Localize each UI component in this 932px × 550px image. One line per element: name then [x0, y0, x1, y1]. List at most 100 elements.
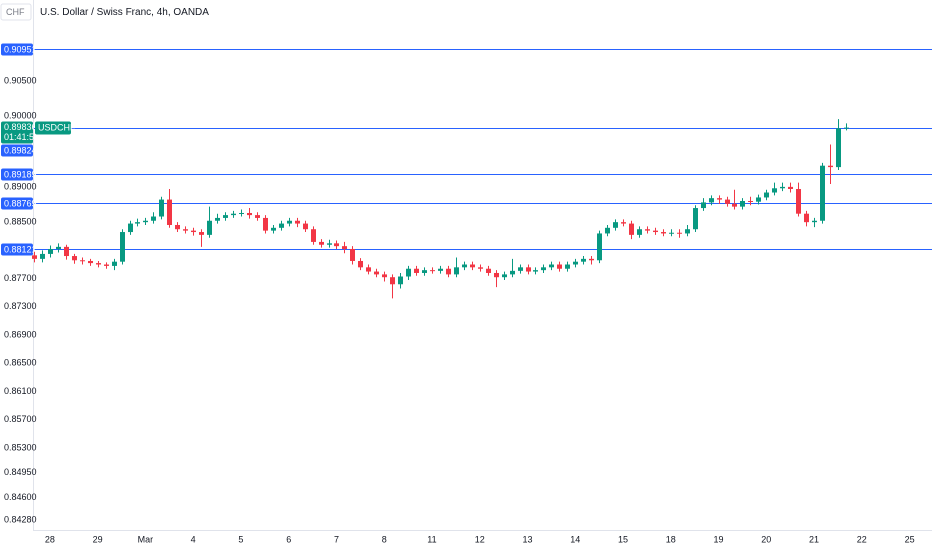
candle-body	[740, 200, 745, 207]
candle-body	[175, 224, 180, 230]
x-tick-label: 22	[857, 534, 867, 544]
candle-body	[271, 227, 276, 231]
candle-body	[295, 220, 300, 224]
candle-body	[159, 199, 164, 217]
candle-body	[128, 223, 133, 233]
symbol-label-bg	[35, 121, 71, 135]
candle-body	[621, 222, 626, 224]
candle-body	[255, 215, 260, 218]
candle-body	[725, 199, 730, 204]
candle-body	[311, 229, 316, 242]
candle-body	[844, 127, 849, 129]
candle-body	[374, 271, 379, 275]
candle-body	[589, 258, 594, 261]
x-tick-label: 20	[761, 534, 771, 544]
symbol-label: USDCHF	[38, 122, 76, 132]
candle-body	[342, 246, 347, 249]
hline-label-bg	[1, 243, 33, 256]
candle-body	[398, 276, 403, 285]
hline-label-bg	[1, 197, 33, 210]
y-tick-label: 0.90500	[4, 75, 37, 85]
candle-body	[669, 232, 674, 234]
currency: CHF	[6, 7, 25, 17]
candle-body	[549, 264, 554, 268]
candle-body	[104, 264, 109, 266]
x-tick-label: 6	[286, 534, 291, 544]
candle-body	[772, 188, 777, 193]
candle-body	[533, 270, 538, 272]
candle-body	[135, 222, 140, 224]
candle-body	[438, 268, 443, 271]
candle-body	[685, 229, 690, 234]
candle-body	[573, 261, 578, 265]
hline-label-bg	[1, 168, 33, 181]
candle-body	[701, 202, 706, 209]
candle-body	[366, 267, 371, 272]
candle-body	[327, 243, 332, 245]
candle-body	[780, 186, 785, 189]
candle-body	[279, 223, 284, 228]
candle-body	[390, 277, 395, 285]
candle-body	[645, 229, 650, 231]
y-tick-label: 0.85700	[4, 414, 37, 424]
candle-body	[48, 248, 53, 254]
candle-body	[748, 200, 753, 202]
hline-label-bg	[1, 43, 33, 56]
candle-body	[143, 220, 148, 223]
countdown: 01:41:58	[4, 132, 39, 142]
y-tick-label: 0.85300	[4, 442, 37, 452]
x-tick-label: 21	[809, 534, 819, 544]
candle-body	[263, 217, 268, 231]
candle-body	[446, 268, 451, 275]
y-tick-label: 0.89000	[4, 181, 37, 191]
candle-body	[653, 230, 658, 233]
x-tick-label: 7	[334, 534, 339, 544]
candle-body	[191, 230, 196, 233]
candle-body	[518, 267, 523, 271]
candle-body	[526, 267, 531, 272]
candle-body	[96, 263, 101, 265]
candle-body	[557, 264, 562, 269]
candle-body	[287, 220, 292, 224]
candle-body	[788, 186, 793, 189]
candle-body	[88, 260, 93, 264]
x-tick-label: 5	[238, 534, 243, 544]
candle-body	[581, 258, 586, 262]
candle-body	[486, 268, 491, 273]
x-tick-label: 25	[905, 534, 915, 544]
candle-body	[247, 212, 252, 216]
x-tick-label: 13	[522, 534, 532, 544]
candle-body	[422, 270, 427, 273]
candle-body	[430, 270, 435, 272]
candle-body	[717, 198, 722, 200]
x-tick-label: 8	[382, 534, 387, 544]
x-tick-label: 15	[618, 534, 628, 544]
candle-body	[215, 217, 220, 221]
candle-body	[828, 165, 833, 168]
y-tick-label: 0.87700	[4, 273, 37, 283]
candle-body	[693, 208, 698, 230]
candle-body	[72, 256, 77, 261]
candle-body	[120, 232, 125, 262]
x-tick-label: Mar	[138, 534, 154, 544]
candle-body	[207, 220, 212, 235]
x-tick-label: 18	[666, 534, 676, 544]
candle-body	[637, 229, 642, 235]
candle-body	[167, 199, 172, 225]
y-tick-label: 0.86500	[4, 358, 37, 368]
candle-body	[80, 260, 85, 262]
y-tick-label: 0.86900	[4, 329, 37, 339]
candle-body	[661, 232, 666, 234]
currency-box[interactable]	[0, 3, 32, 21]
candle-body	[231, 213, 236, 216]
candle-body	[820, 165, 825, 221]
candle-body	[303, 223, 308, 230]
candle-body	[32, 255, 37, 259]
candle-body	[239, 212, 244, 214]
bid-label-bg	[1, 144, 33, 157]
candle-body	[764, 192, 769, 198]
hline-label: 0.88769	[4, 198, 37, 208]
candle-body	[709, 198, 714, 203]
candle-body	[613, 222, 618, 228]
